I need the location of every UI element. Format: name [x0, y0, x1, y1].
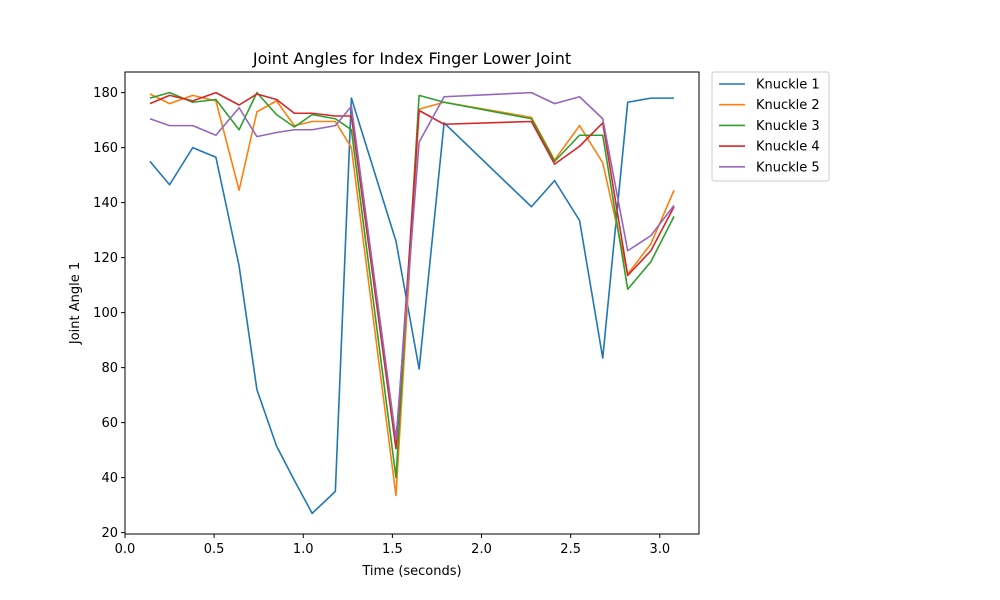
y-tick-label: 20: [101, 526, 118, 541]
legend-label: Knuckle 4: [756, 140, 820, 155]
series-line-knuckle-4: [149, 91, 675, 450]
x-tick-label: 1.5: [382, 542, 403, 557]
x-tick-label: 1.0: [293, 542, 314, 557]
x-tick-label: 2.5: [560, 542, 581, 557]
legend: Knuckle 1 Knuckle 2 Knuckle 3 Knuckle 4 Knuc…: [711, 71, 830, 182]
x-tick-label: 2.0: [471, 542, 492, 557]
y-axis-label: Joint Angle 1: [68, 262, 83, 345]
y-tick-label: 140: [93, 196, 118, 211]
y-tick-label: 40: [101, 471, 118, 486]
legend-label: Knuckle 2: [756, 98, 820, 113]
legend-box: [711, 71, 830, 182]
x-axis: 0.0 0.5 1.0 1.5 2.0 2.5 3.0: [115, 534, 670, 557]
x-tick-label: 0.0: [115, 542, 136, 557]
legend-label: Knuckle 3: [756, 119, 820, 134]
y-tick-label: 100: [93, 306, 118, 321]
plot-area-frame: [124, 71, 700, 535]
y-tick-label: 120: [93, 251, 118, 266]
y-tick-label: 160: [93, 141, 118, 156]
series-layer: [149, 91, 675, 515]
y-tick-label: 180: [93, 86, 118, 101]
y-tick-label: 80: [101, 361, 118, 376]
series-line-knuckle-5: [149, 91, 675, 440]
legend-label: Knuckle 1: [756, 78, 820, 93]
chart-title: Joint Angles for Index Finger Lower Join…: [252, 49, 571, 68]
x-tick-label: 3.0: [649, 542, 670, 557]
legend-label: Knuckle 5: [756, 160, 820, 175]
series-line-knuckle-2: [149, 93, 675, 497]
y-axis: 20 40 60 80 100 120 140 160 180: [93, 86, 125, 541]
series-line-knuckle-1: [149, 97, 675, 515]
series-line-knuckle-3: [149, 91, 675, 479]
x-axis-label: Time (seconds): [361, 564, 461, 579]
x-tick-label: 0.5: [204, 542, 225, 557]
y-tick-label: 60: [101, 416, 118, 431]
